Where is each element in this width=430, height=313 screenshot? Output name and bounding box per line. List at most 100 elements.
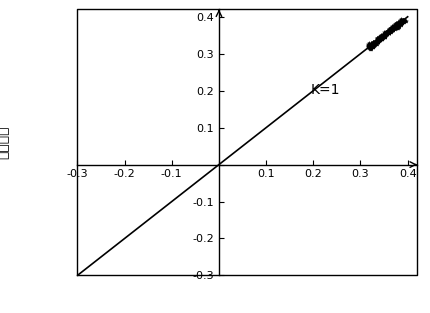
Point <box>370 40 377 45</box>
Point <box>398 17 405 22</box>
Point <box>380 33 387 38</box>
Point <box>367 43 374 48</box>
Point <box>381 29 387 34</box>
Point <box>387 27 394 32</box>
Point <box>390 26 397 31</box>
Point <box>388 27 395 32</box>
Point <box>387 26 394 31</box>
Point <box>368 41 375 46</box>
Point <box>371 40 378 45</box>
Point <box>370 40 377 45</box>
Point <box>369 43 376 48</box>
Point <box>396 21 403 26</box>
Point <box>396 21 403 26</box>
Point <box>390 25 397 30</box>
Point <box>382 29 389 34</box>
Point <box>391 27 398 32</box>
Point <box>397 20 404 25</box>
Point <box>366 43 373 48</box>
Point <box>369 42 376 47</box>
Point <box>400 19 407 24</box>
Point <box>370 42 377 47</box>
Point <box>393 25 399 30</box>
Point <box>374 38 381 43</box>
Point <box>399 18 406 23</box>
Point <box>396 22 402 27</box>
Point <box>393 24 399 29</box>
Point <box>378 37 385 42</box>
Point <box>384 30 391 35</box>
Point <box>379 36 386 41</box>
Point <box>367 43 374 48</box>
Point <box>399 20 406 25</box>
Point <box>379 34 386 39</box>
Point <box>401 18 408 23</box>
Point <box>367 45 374 50</box>
Point <box>367 46 374 51</box>
Point <box>367 45 374 50</box>
Point <box>377 33 384 38</box>
Point <box>384 30 391 35</box>
Point <box>394 25 401 30</box>
Point <box>394 22 401 27</box>
Point <box>390 28 397 33</box>
Point <box>378 35 385 40</box>
Point <box>369 41 376 46</box>
Point <box>382 32 389 37</box>
Point <box>387 26 393 31</box>
Point <box>395 21 402 26</box>
Point <box>382 31 389 36</box>
Point <box>389 27 396 32</box>
Point <box>385 28 392 33</box>
Point <box>378 34 384 39</box>
Point <box>369 42 376 47</box>
Point <box>390 26 396 31</box>
Point <box>383 30 390 35</box>
Point <box>377 35 384 40</box>
Point <box>387 28 394 33</box>
Point <box>375 39 382 44</box>
Point <box>393 25 399 30</box>
Point <box>390 26 397 31</box>
Point <box>382 32 389 37</box>
Point <box>389 28 396 33</box>
Point <box>392 26 399 31</box>
Point <box>376 36 383 41</box>
Point <box>399 17 406 22</box>
Point <box>376 37 383 42</box>
Point <box>396 19 403 24</box>
Point <box>367 42 374 47</box>
Point <box>393 21 399 26</box>
Point <box>394 23 401 28</box>
Point <box>394 21 401 26</box>
Point <box>376 36 383 41</box>
Point <box>366 44 373 49</box>
Point <box>374 37 381 42</box>
Point <box>401 18 408 23</box>
Point <box>384 31 391 36</box>
Point <box>393 25 400 30</box>
Point <box>397 18 404 23</box>
Point <box>397 20 404 25</box>
Point <box>395 23 402 28</box>
Point <box>398 20 405 25</box>
Point <box>398 21 405 26</box>
Point <box>392 25 399 30</box>
Point <box>384 31 390 36</box>
Point <box>389 28 396 33</box>
Point <box>379 36 386 41</box>
Point <box>399 18 406 23</box>
Point <box>398 20 405 25</box>
Point <box>400 19 407 24</box>
Point <box>396 22 403 27</box>
Point <box>391 24 398 29</box>
Point <box>398 20 405 25</box>
Point <box>366 44 372 49</box>
Point <box>368 44 375 49</box>
Point <box>385 31 392 36</box>
Point <box>378 34 385 39</box>
Point <box>376 36 383 41</box>
Point <box>372 39 379 44</box>
Point <box>387 27 394 32</box>
Point <box>372 38 379 43</box>
